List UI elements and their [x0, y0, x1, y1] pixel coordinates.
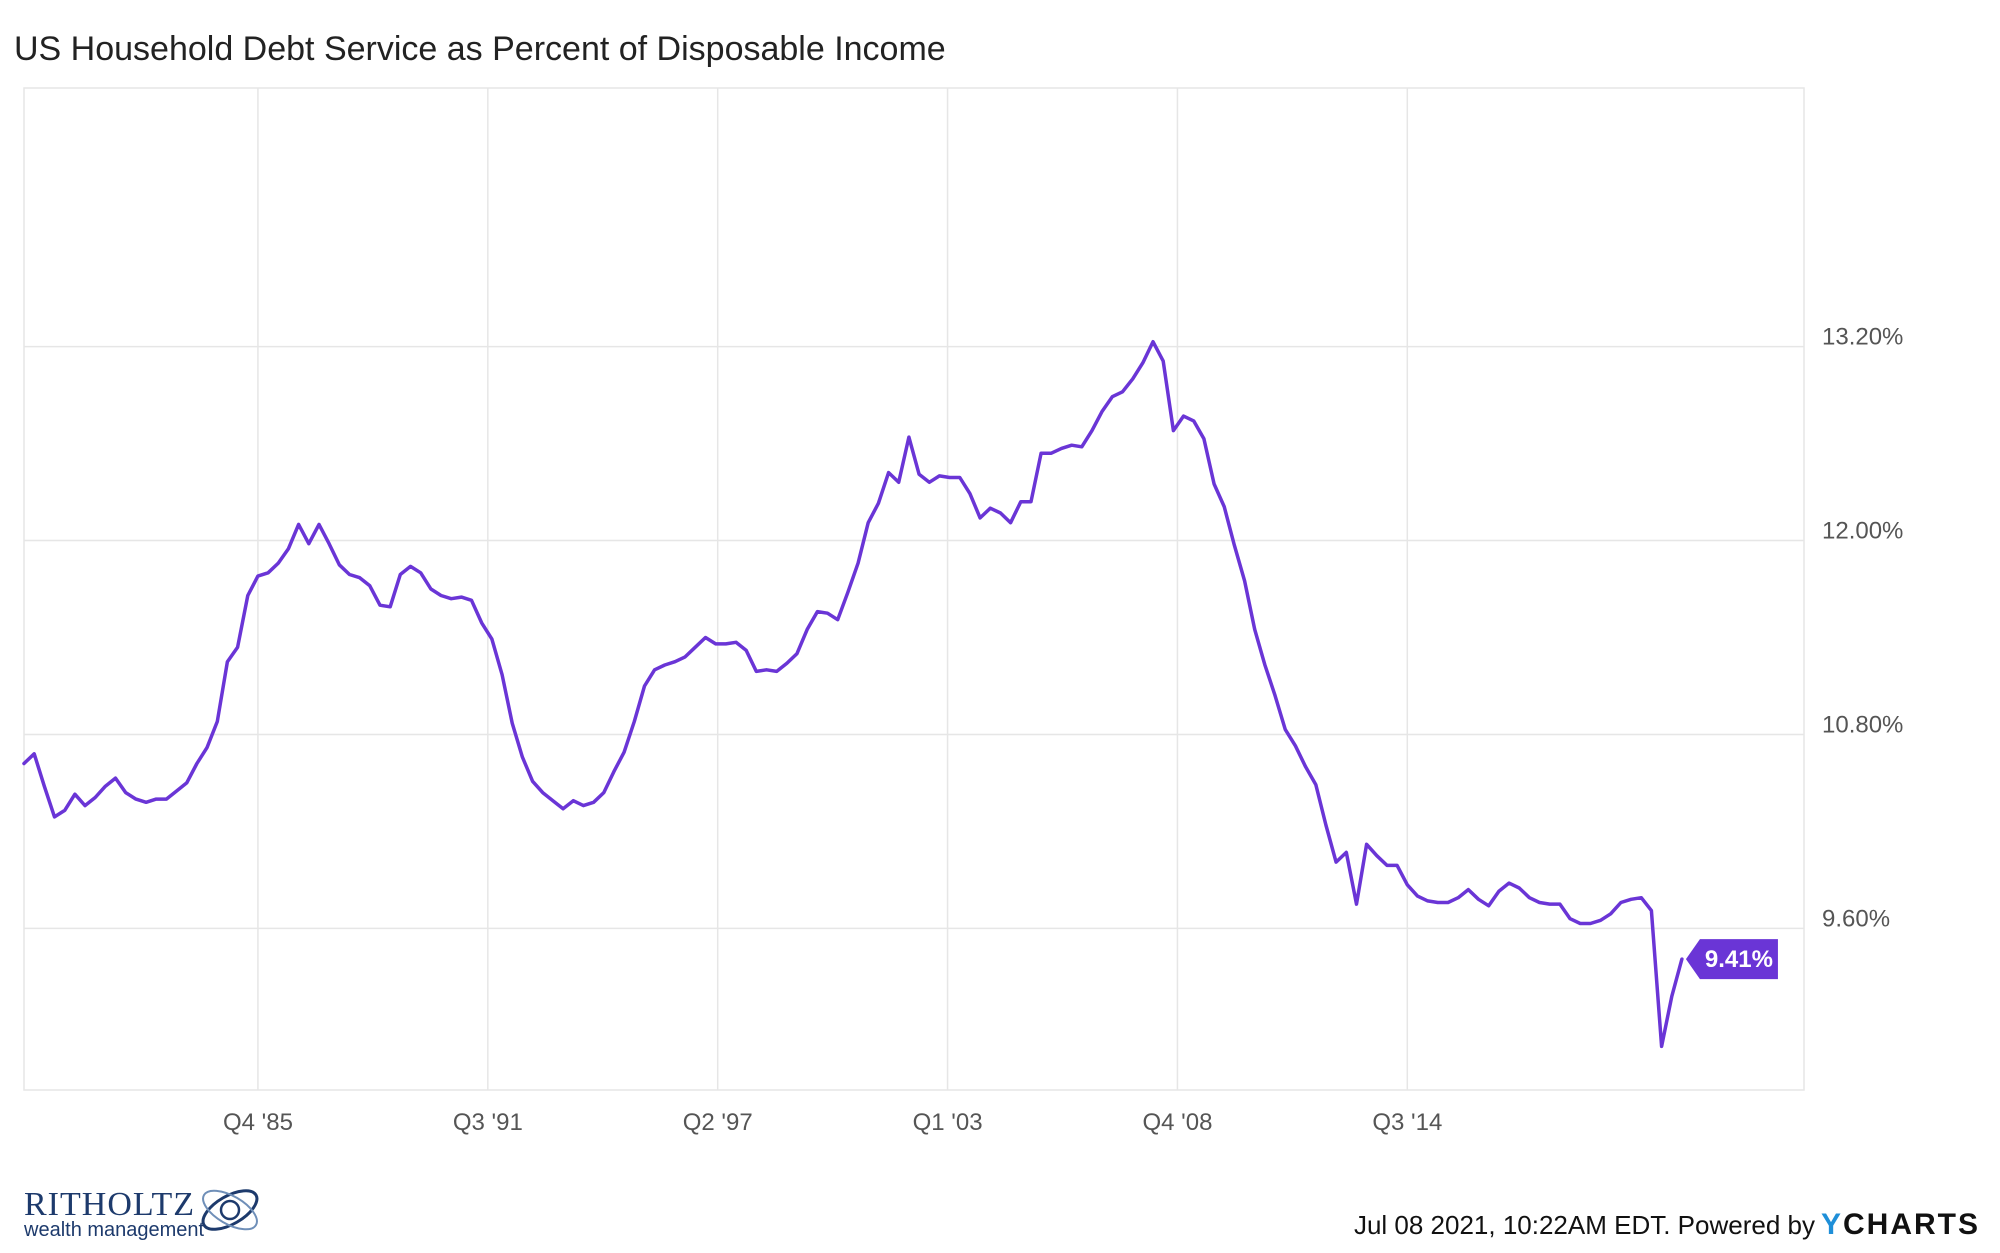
x-tick-label: Q2 '97	[683, 1109, 753, 1136]
y-tick-label: 13.20%	[1822, 324, 1903, 351]
series-line	[22, 339, 1684, 1049]
y-tick-label: 10.80%	[1822, 711, 1903, 738]
x-tick-label: Q3 '91	[453, 1109, 523, 1136]
footer-attribution: Jul 08 2021, 10:22AM EDT. Powered by YCH…	[1354, 1208, 1980, 1242]
ycharts-logo[interactable]: YCHARTS	[1821, 1208, 1980, 1242]
y-axis-tick-labels: 9.60% 10.80% 12.00% 13.20%	[1822, 324, 1903, 933]
x-tick-label: Q4 '08	[1142, 1109, 1212, 1136]
x-axis-tick-labels: Q4 '85 Q3 '91 Q2 '97 Q1 '03 Q4 '08 Q3 '14	[223, 1109, 1442, 1136]
y-tick-label: 9.60%	[1822, 905, 1890, 932]
x-tick-label: Q4 '85	[223, 1109, 293, 1136]
ycharts-logo-text: CHARTS	[1843, 1208, 1980, 1241]
x-tick-label: Q3 '14	[1372, 1109, 1442, 1136]
last-value-badge-shape	[1685, 939, 1778, 980]
vertical-gridlines	[257, 88, 1409, 1090]
horizontal-gridlines	[24, 345, 1804, 930]
last-value-label: 9.41%	[1705, 946, 1773, 973]
brand-name: RITHOLTZ	[24, 1186, 196, 1223]
x-tick-label: Q1 '03	[913, 1109, 983, 1136]
last-value-badge: 9.41%	[1685, 939, 1778, 980]
ycharts-logo-y: Y	[1820, 1208, 1843, 1241]
ritholtz-emblem-icon	[201, 1189, 259, 1231]
ritholtz-logo: RITHOLTZ wealth management	[24, 1186, 259, 1241]
brand-subtitle: wealth management	[24, 1219, 205, 1241]
timestamp-text: Jul 08 2021, 10:22AM EDT. Powered by	[1353, 1210, 1815, 1240]
chart-title: US Household Debt Service as Percent of …	[14, 30, 946, 68]
plot-frame	[23, 87, 1805, 1091]
y-tick-label: 12.00%	[1822, 518, 1903, 545]
